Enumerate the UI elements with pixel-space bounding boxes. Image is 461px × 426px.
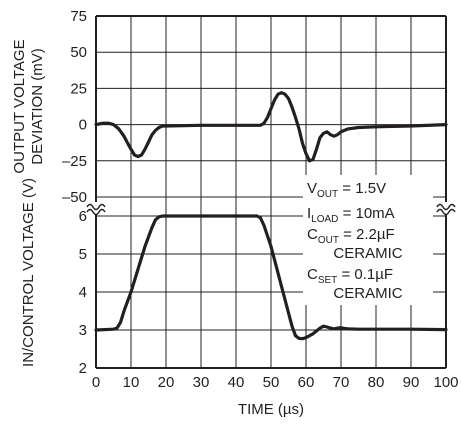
x-tick-label: 60 — [298, 374, 315, 391]
annotation-text: CERAMIC — [333, 285, 402, 302]
y-tick-label: 25 — [70, 80, 87, 97]
grid — [95, 15, 447, 369]
y-axis-title-bottom: IN/CONTROL VOLTAGE (V) — [20, 178, 37, 367]
y-tick-label: 75 — [70, 8, 87, 25]
axis-break-gap — [86, 202, 106, 214]
annotation-background — [303, 175, 433, 305]
x-axis-title: TIME (µs) — [238, 401, 304, 418]
axis-break-mark — [86, 203, 106, 211]
y-tick-label: 4 — [79, 284, 87, 301]
series-layer — [94, 91, 448, 341]
annotation-text: VOUT = 1.5V — [307, 180, 386, 200]
annotation-text: CSET = 0.1µF — [307, 266, 393, 286]
x-tick-label: 30 — [193, 374, 210, 391]
x-tick-label: 10 — [123, 374, 140, 391]
x-tick-label: 80 — [368, 374, 385, 391]
y-tick-label: 3 — [79, 322, 87, 339]
axis-break — [86, 202, 456, 216]
x-tick-label: 100 — [433, 374, 458, 391]
x-tick-label: 40 — [228, 374, 245, 391]
y-tick-label: –25 — [62, 153, 87, 170]
y-axis-title-top: OUTPUT VOLTAGEDEVIATION (mV) — [11, 39, 46, 173]
axis-break-mark — [86, 208, 106, 216]
axis-break-mark — [436, 208, 456, 216]
y-tick-label: 0 — [79, 117, 87, 134]
x-tick-label: 50 — [263, 374, 280, 391]
axis-break-mark — [436, 203, 456, 211]
x-tick-label: 0 — [92, 374, 100, 391]
x-tick-label: 70 — [333, 374, 350, 391]
series-line — [94, 214, 448, 341]
axis-titles: TIME (µs) OUTPUT VOLTAGEDEVIATION (mV) IN/… — [11, 39, 304, 418]
x-tick-label: 90 — [403, 374, 420, 391]
annotation-text: ILOAD = 10mA — [307, 205, 395, 225]
x-tick-label: 20 — [158, 374, 175, 391]
y-tick-label: 2 — [79, 360, 87, 377]
annotation-text: COUT = 2.2µF — [307, 226, 395, 246]
annotation-text: CERAMIC — [333, 245, 402, 262]
series-line — [94, 91, 448, 163]
y-tick-label: 6 — [79, 208, 87, 225]
tick-labels: 0 10 20 30 40 50 60 70 80 90 100 75 50 25 0 –25 –50 6 5 4 3 2 — [62, 8, 459, 391]
y-tick-label: 50 — [70, 44, 87, 61]
y-tick-label: 5 — [79, 246, 87, 263]
y-tick-label: –50 — [62, 189, 87, 206]
axis-break-gap — [436, 202, 456, 214]
